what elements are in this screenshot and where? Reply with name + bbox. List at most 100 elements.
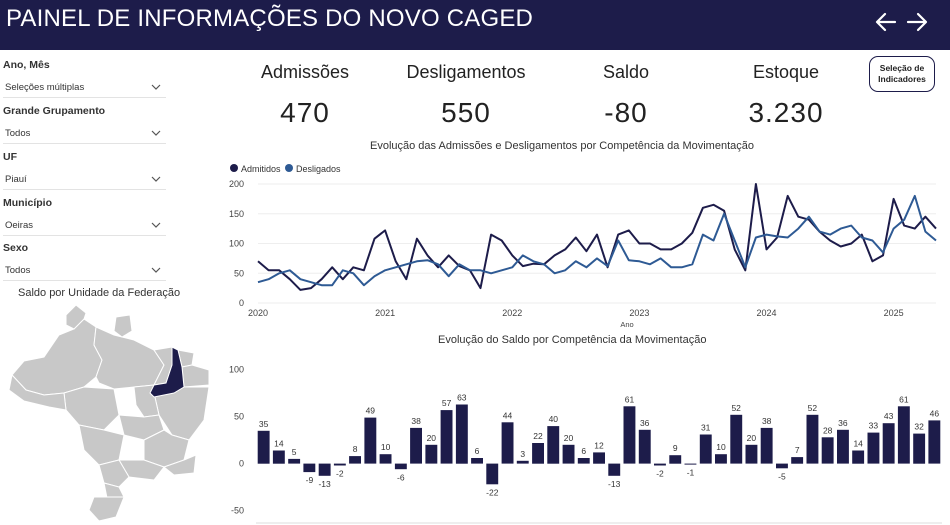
saldo-bar <box>715 454 727 464</box>
saldo-bar <box>852 450 865 464</box>
map-state-ap <box>113 314 133 338</box>
map-state-pi <box>149 346 185 398</box>
map-title: Saldo por Unidade da Federação <box>18 287 181 299</box>
map-state-pa <box>93 326 165 390</box>
data-label: 63 <box>457 393 467 403</box>
saldo-bar <box>257 430 270 464</box>
data-label: 52 <box>808 403 818 413</box>
data-label: -13 <box>608 479 621 489</box>
filter-value: Seleções múltiplas <box>5 82 85 93</box>
chevron-down-icon <box>151 222 161 228</box>
saldo-bar <box>760 427 773 464</box>
x-tick-label: 2023 <box>629 308 649 318</box>
filter-label-grupamento: Grande Grupamento <box>3 105 106 117</box>
button-line-1: Seleção de <box>879 63 925 73</box>
saldo-bar <box>303 463 316 473</box>
saldo-bar <box>455 404 468 464</box>
data-label: 31 <box>701 423 711 433</box>
saldo-bar <box>806 414 819 464</box>
line-chart[interactable]: Admitidos Desligados 0 50 100 150 200 2020 2021 2… <box>228 158 948 338</box>
kpi-label-estoque: Estoque <box>752 62 820 82</box>
saldo-bar <box>547 426 560 464</box>
header-bar: PAINEL DE INFORMAÇÕES DO NOVO CAGED <box>0 0 950 50</box>
chevron-down-icon <box>151 267 161 273</box>
button-line-2: Indicadores <box>878 74 926 84</box>
saldo-bar <box>516 460 529 464</box>
series-line-desligados <box>257 194 937 287</box>
filter-select-sexo[interactable]: Todos <box>3 261 166 281</box>
filter-select-uf[interactable]: Piauí <box>3 170 166 190</box>
y-tick-label: 50 <box>234 268 244 278</box>
kpi-value-estoque: 3.230 <box>748 97 824 128</box>
map-state-am <box>11 318 103 396</box>
data-label: -5 <box>778 471 786 481</box>
saldo-bar <box>867 432 880 464</box>
saldo-bar <box>684 463 697 465</box>
map-state-mt <box>63 386 120 431</box>
x-tick-label: 2024 <box>756 308 776 318</box>
brazil-map[interactable] <box>4 305 214 521</box>
data-label: -2 <box>656 469 664 479</box>
map-state-rs <box>88 496 125 521</box>
data-label: 10 <box>716 442 726 452</box>
filter-label-uf: UF <box>3 151 17 163</box>
data-label: 36 <box>640 418 650 428</box>
filter-value: Oeiras <box>5 220 33 231</box>
x-axis-label: Ano <box>620 320 633 329</box>
y-tick-label: 200 <box>229 179 244 189</box>
saldo-bar <box>638 429 651 464</box>
map-state-ms <box>78 424 125 466</box>
y-tick-label: -50 <box>231 506 244 516</box>
map-state-ro-ac <box>8 373 67 411</box>
data-label: 28 <box>823 425 833 435</box>
line-chart-title: Evolução das Admissões e Desligamentos p… <box>370 140 754 152</box>
saldo-bar <box>882 423 895 464</box>
map-state-ba <box>153 386 210 441</box>
saldo-bar <box>349 456 361 464</box>
y-tick-label: 0 <box>239 459 244 469</box>
filter-select-grupamento[interactable]: Todos <box>3 124 166 144</box>
x-tick-label: 2022 <box>502 308 522 318</box>
data-label: 33 <box>869 421 879 431</box>
map-state-rn-pb-pe <box>181 364 210 388</box>
data-label: 57 <box>442 398 452 408</box>
saldo-bar <box>593 452 605 464</box>
map-state-rr <box>65 305 87 330</box>
data-label: 7 <box>795 445 800 455</box>
data-label: 10 <box>381 442 391 452</box>
data-label: -22 <box>486 487 499 497</box>
saldo-bar <box>410 427 422 464</box>
filter-value: Piauí <box>5 174 27 185</box>
data-label: 46 <box>930 408 940 418</box>
saldo-bar <box>440 410 453 464</box>
saldo-bar <box>730 414 743 464</box>
saldo-bar <box>821 437 834 464</box>
arrow-right-icon[interactable] <box>904 9 930 35</box>
saldo-bar <box>394 463 407 470</box>
data-label: 12 <box>594 440 604 450</box>
legend-marker <box>230 164 238 172</box>
data-label: 43 <box>884 411 894 421</box>
selecao-indicadores-button[interactable]: Seleção de Indicadores <box>869 56 935 92</box>
x-tick-label: 2025 <box>884 308 904 318</box>
saldo-bar <box>577 458 590 464</box>
filter-select-ano-mes[interactable]: Seleções múltiplas <box>3 78 166 98</box>
saldo-bar <box>699 434 712 464</box>
filter-label-ano-mes: Ano, Mês <box>3 59 50 71</box>
saldo-bar <box>776 463 788 469</box>
arrow-left-icon[interactable] <box>873 9 899 35</box>
legend-label: Admitidos <box>241 164 281 174</box>
kpi-value-saldo: -80 <box>604 97 648 128</box>
data-label: -9 <box>306 475 314 485</box>
saldo-bar <box>318 463 331 476</box>
kpi-value-desligamentos: 550 <box>441 97 491 128</box>
data-label: 6 <box>475 446 480 456</box>
data-label: -13 <box>318 479 331 489</box>
data-label: 52 <box>731 403 741 413</box>
data-label: -1 <box>687 468 695 478</box>
data-label: 40 <box>549 414 559 424</box>
saldo-bar <box>608 463 621 476</box>
y-tick-label: 150 <box>229 209 244 219</box>
filter-select-municipio[interactable]: Oeiras <box>3 216 166 236</box>
